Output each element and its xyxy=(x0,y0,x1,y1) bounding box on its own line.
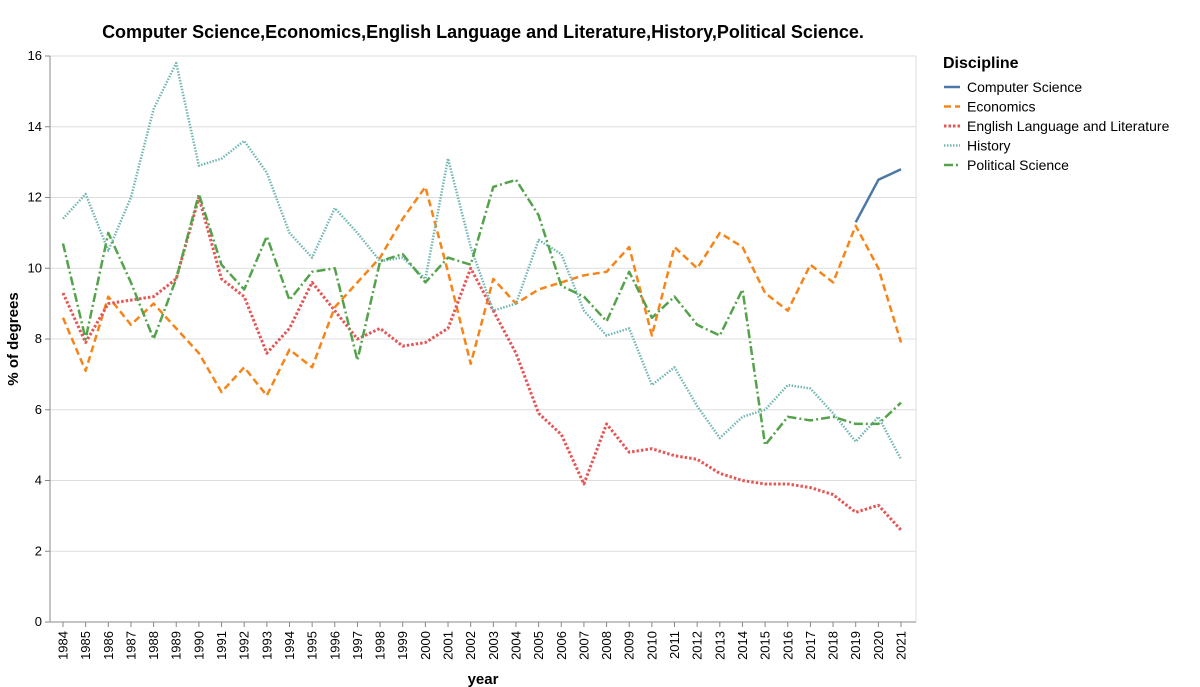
x-tick-label: 2002 xyxy=(463,631,478,660)
x-tick-label: 1995 xyxy=(305,631,320,660)
x-tick-label: 2001 xyxy=(441,631,456,660)
x-tick-label: 2019 xyxy=(848,631,863,660)
x-tick-label: 2020 xyxy=(871,631,886,660)
legend-label-political-science: Political Science xyxy=(967,157,1069,173)
legend-label-english-language-and-literature: English Language and Literature xyxy=(967,118,1170,134)
legend-label-history: History xyxy=(967,138,1011,154)
x-tick-label: 2011 xyxy=(667,631,682,659)
x-tick-label: 2005 xyxy=(531,631,546,660)
x-tick-label: 1989 xyxy=(169,631,184,660)
x-tick-label: 2010 xyxy=(644,631,659,660)
y-tick-label: 16 xyxy=(28,48,42,63)
x-tick-label: 2017 xyxy=(803,631,818,660)
series-line-history xyxy=(62,61,903,460)
x-tick-label: 2015 xyxy=(758,631,773,660)
x-tick-label: 1984 xyxy=(56,631,71,660)
y-axis-title: % of degrees xyxy=(5,292,22,385)
x-tick-label: 2014 xyxy=(735,631,750,660)
x-tick-label: 1987 xyxy=(123,631,138,660)
x-tick-label: 2012 xyxy=(690,631,705,660)
x-tick-label: 1993 xyxy=(259,631,274,660)
x-tick-label: 1994 xyxy=(282,631,297,660)
y-tick-label: 4 xyxy=(35,473,42,488)
x-tick-label: 2003 xyxy=(486,631,501,660)
legend: Discipline Computer Science Economics Engl… xyxy=(943,55,1170,173)
y-axis: 0 2 4 6 8 10 12 14 16 xyxy=(28,48,51,629)
series-line-computer-science xyxy=(854,168,902,223)
x-tick-label: 1988 xyxy=(146,631,161,660)
x-tick-label: 1996 xyxy=(327,631,342,660)
x-tick-label: 2018 xyxy=(826,631,841,660)
gridlines xyxy=(50,55,916,623)
y-tick-label: 14 xyxy=(28,119,42,134)
x-tick-label: 1990 xyxy=(191,631,206,660)
x-tick-label: 2000 xyxy=(418,631,433,660)
series-line-english-language-and-literature xyxy=(61,196,903,532)
y-tick-label: 6 xyxy=(35,402,42,417)
x-tick-label: 1986 xyxy=(101,631,116,660)
x-tick-label: 1999 xyxy=(395,631,410,660)
x-tick-label: 1992 xyxy=(237,631,252,660)
x-tick-label: 2006 xyxy=(554,631,569,660)
x-tick-label: 2016 xyxy=(780,631,795,660)
y-tick-label: 2 xyxy=(35,543,42,558)
x-tick-label: 2007 xyxy=(576,631,591,660)
x-tick-label: 2004 xyxy=(508,631,523,660)
series-line-political-science xyxy=(61,178,902,447)
chart-title: Computer Science,Economics,English Langu… xyxy=(102,22,864,42)
x-tick-label: 2009 xyxy=(622,631,637,660)
x-axis: 1984 1985 1986 1987 1988 1989 1990 1991 1992 1993… xyxy=(50,621,916,660)
x-tick-label: 1985 xyxy=(78,631,93,660)
x-tick-label: 2021 xyxy=(894,631,909,660)
y-tick-label: 10 xyxy=(28,260,42,275)
legend-title: Discipline xyxy=(943,55,1019,72)
y-tick-label: 0 xyxy=(35,614,42,629)
x-tick-label: 1991 xyxy=(214,631,229,660)
x-tick-label: 1998 xyxy=(373,631,388,660)
y-tick-label: 8 xyxy=(35,331,42,346)
x-tick-label: 1997 xyxy=(350,631,365,660)
legend-label-economics: Economics xyxy=(967,99,1035,115)
y-tick-label: 12 xyxy=(28,190,42,205)
series-line-economics xyxy=(61,185,903,397)
series-lines xyxy=(61,61,903,532)
x-axis-title: year xyxy=(468,671,499,687)
legend-label-computer-science: Computer Science xyxy=(967,79,1082,95)
x-tick-label: 2008 xyxy=(599,631,614,660)
x-tick-label: 2013 xyxy=(712,631,727,660)
